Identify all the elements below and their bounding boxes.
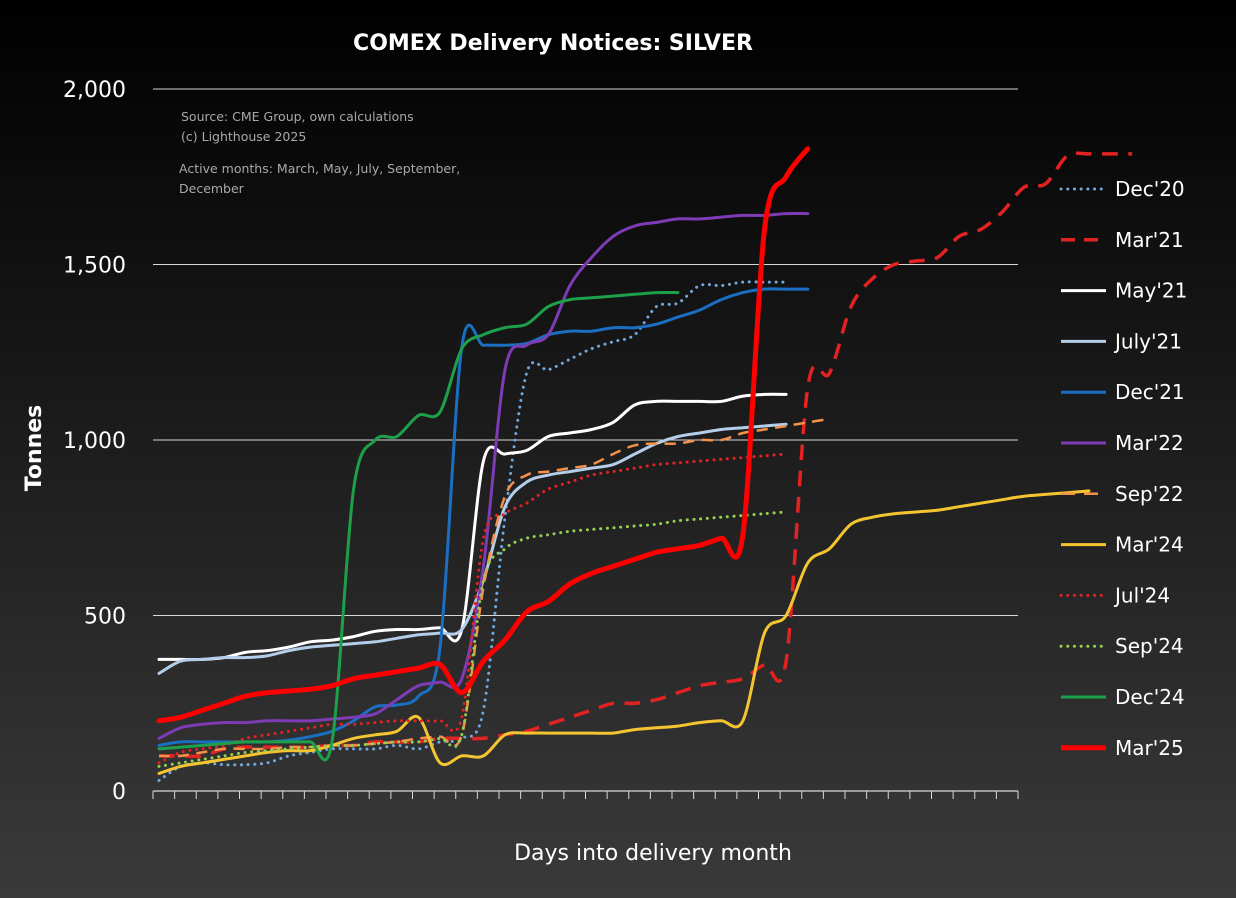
y-axis-ticks: 0 500 1,000 1,500 2,000: [63, 78, 126, 805]
series-line-may21: [157, 392, 788, 662]
series-line-jul24: [157, 452, 788, 765]
legend: Dec'20 Mar'21 May'21 July'21 Dec'21 Mar'22 Sep…: [1059, 177, 1187, 760]
legend-label: Mar'25: [1115, 736, 1184, 760]
series-line-dec24: [157, 290, 680, 762]
note-active-months: Active months: March, May, July, Septemb…: [179, 161, 460, 176]
legend-label: Dec'21: [1115, 380, 1185, 404]
series-line-mar24: [157, 489, 1091, 775]
note-active-months-cont: December: [179, 181, 245, 196]
y-axis-label: Tonnes: [22, 405, 47, 492]
legend-label: Dec'24: [1115, 685, 1185, 709]
source-notes: Source: CME Group, own calculations (c) …: [179, 109, 460, 196]
series-line-dec20: [157, 280, 788, 782]
chart-title: COMEX Delivery Notices: SILVER: [353, 31, 753, 56]
legend-label: Mar'22: [1115, 431, 1184, 455]
legend-label: Mar'24: [1115, 533, 1184, 557]
x-axis: [152, 790, 1019, 799]
x-axis-label: Days into delivery month: [514, 841, 792, 866]
series-line-july21: [157, 422, 788, 675]
series-line-dec21: [157, 287, 810, 747]
series-line-mar25: [156, 146, 811, 724]
series-line-mar21: [159, 151, 1133, 759]
legend-label: Jul'24: [1113, 583, 1170, 607]
y-tick-label: 2,000: [63, 78, 126, 103]
y-tick-label: 1,500: [63, 254, 126, 279]
legend-label: Mar'21: [1115, 228, 1184, 252]
y-tick-label: 0: [112, 780, 126, 805]
series-line-mar22: [157, 211, 810, 740]
y-tick-label: 500: [84, 605, 126, 630]
y-tick-label: 1,000: [63, 429, 126, 454]
series-lines: [156, 146, 1133, 782]
note-source: Source: CME Group, own calculations: [181, 109, 414, 124]
legend-label: July'21: [1113, 329, 1182, 353]
series-line-sep22: [158, 417, 830, 758]
legend-label: Sep'24: [1115, 634, 1184, 658]
note-copyright: (c) Lighthouse 2025: [181, 129, 306, 144]
legend-label: May'21: [1115, 279, 1187, 303]
legend-label: Sep'22: [1115, 482, 1184, 506]
legend-label: Dec'20: [1115, 177, 1185, 201]
